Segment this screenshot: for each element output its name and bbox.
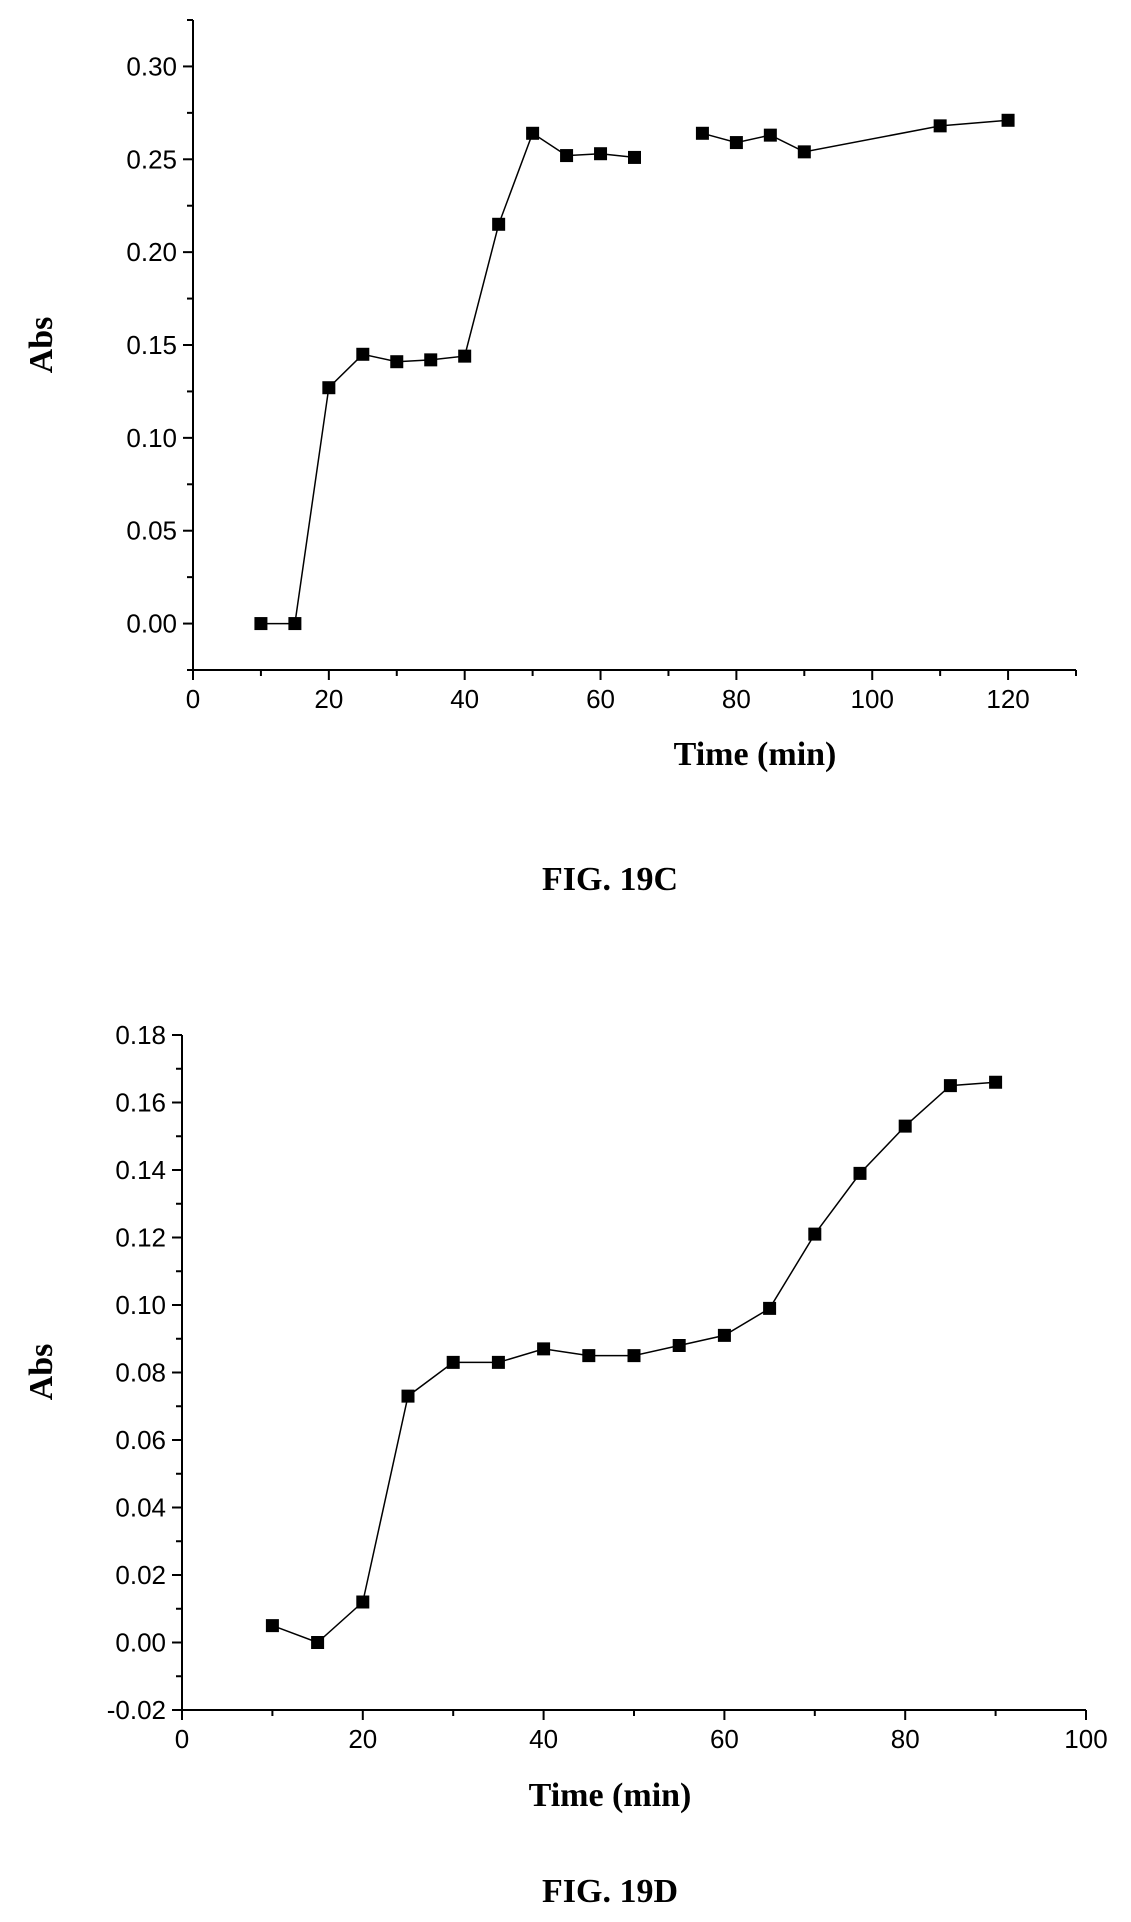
data-point-marker bbox=[288, 617, 302, 631]
data-point-marker bbox=[763, 1301, 777, 1315]
y-tick-label: 0.15 bbox=[126, 330, 177, 360]
x-tick-label: 80 bbox=[722, 684, 751, 714]
data-point-marker bbox=[322, 381, 336, 395]
data-point-marker bbox=[356, 1595, 370, 1609]
figure-caption: FIG. 19D bbox=[542, 1873, 678, 1910]
x-tick-label: 40 bbox=[529, 1724, 558, 1754]
data-point-marker bbox=[491, 1355, 505, 1369]
data-point-marker bbox=[390, 355, 404, 369]
y-tick-label: 0.00 bbox=[115, 1628, 166, 1658]
x-tick-label: 100 bbox=[851, 684, 894, 714]
y-tick-label: 0.25 bbox=[126, 144, 177, 174]
data-point-marker bbox=[627, 1349, 641, 1363]
y-tick-label: 0.08 bbox=[115, 1358, 166, 1388]
y-tick-label: 0.16 bbox=[115, 1088, 166, 1118]
data-point-marker bbox=[401, 1389, 415, 1403]
x-tick-label: 120 bbox=[986, 684, 1029, 714]
data-point-marker bbox=[458, 349, 472, 363]
series-line-segment bbox=[702, 119, 1009, 153]
x-tick-label: 60 bbox=[710, 1724, 739, 1754]
x-tick-label: 20 bbox=[348, 1724, 377, 1754]
data-point-marker bbox=[797, 145, 811, 159]
data-point-marker bbox=[717, 1328, 731, 1342]
data-point-marker bbox=[729, 136, 743, 150]
y-axis-title: Abs bbox=[23, 317, 60, 374]
y-axis-title: Abs bbox=[23, 1344, 60, 1401]
x-tick-label: 100 bbox=[1064, 1724, 1107, 1754]
figure-caption: FIG. 19C bbox=[542, 861, 678, 898]
y-tick-label: 0.10 bbox=[115, 1290, 166, 1320]
chart-fig-19d: -0.02 0.00 0.02 0.04 0.06 0.08 0.10 0.12 0.14 0.1… bbox=[23, 1020, 1108, 1910]
data-point-marker bbox=[853, 1166, 867, 1180]
data-point-marker bbox=[808, 1227, 822, 1241]
data-point-marker bbox=[628, 150, 641, 164]
y-tick-label: 0.20 bbox=[126, 237, 177, 267]
data-point-marker bbox=[943, 1079, 957, 1093]
y-tick-label: -0.02 bbox=[107, 1695, 166, 1725]
data-point-marker bbox=[492, 217, 506, 231]
x-tick-label: 0 bbox=[175, 1724, 189, 1754]
data-point-marker bbox=[582, 1349, 596, 1363]
data-point-marker bbox=[763, 128, 777, 142]
chart-fig-19c: 0.00 0.05 0.10 0.15 0.20 0.25 0.30 0 20 40 60 80 100… bbox=[23, 19, 1077, 898]
data-point-marker bbox=[898, 1119, 912, 1133]
y-tick-label: 0.00 bbox=[126, 609, 177, 639]
data-point-marker bbox=[526, 126, 540, 140]
y-tick-label: 0.04 bbox=[115, 1493, 166, 1523]
y-tick-label: 0.02 bbox=[115, 1560, 166, 1590]
data-point-marker bbox=[695, 126, 709, 140]
x-axis-title: Time (min) bbox=[529, 1777, 692, 1814]
x-axis-title: Time (min) bbox=[674, 736, 837, 773]
y-tick-label: 0.14 bbox=[115, 1155, 166, 1185]
x-tick-label: 80 bbox=[891, 1724, 920, 1754]
data-point-marker bbox=[1001, 113, 1015, 127]
y-tick-label: 0.10 bbox=[126, 423, 177, 453]
y-tick-label: 0.30 bbox=[126, 51, 177, 81]
series-line-segment bbox=[260, 132, 635, 625]
data-point-marker bbox=[424, 353, 438, 367]
data-point-marker bbox=[311, 1636, 325, 1649]
data-point-marker bbox=[265, 1619, 279, 1633]
data-point-marker bbox=[356, 347, 370, 361]
data-point-marker bbox=[254, 617, 268, 631]
data-point-marker bbox=[594, 147, 608, 161]
x-tick-label: 0 bbox=[186, 684, 200, 714]
x-tick-label: 20 bbox=[314, 684, 343, 714]
x-tick-label: 40 bbox=[450, 684, 479, 714]
data-point-marker bbox=[446, 1355, 460, 1369]
data-point-marker bbox=[989, 1075, 1003, 1089]
data-point-marker bbox=[560, 149, 574, 163]
series-line-segment bbox=[272, 1081, 996, 1644]
x-tick-label: 60 bbox=[586, 684, 615, 714]
y-tick-label: 0.06 bbox=[115, 1425, 166, 1455]
y-tick-label: 0.05 bbox=[126, 516, 177, 546]
y-tick-label: 0.18 bbox=[115, 1020, 166, 1050]
data-point-marker bbox=[672, 1339, 686, 1352]
data-point-marker bbox=[933, 119, 947, 133]
y-tick-label: 0.12 bbox=[115, 1223, 166, 1253]
data-point-marker bbox=[537, 1342, 551, 1356]
